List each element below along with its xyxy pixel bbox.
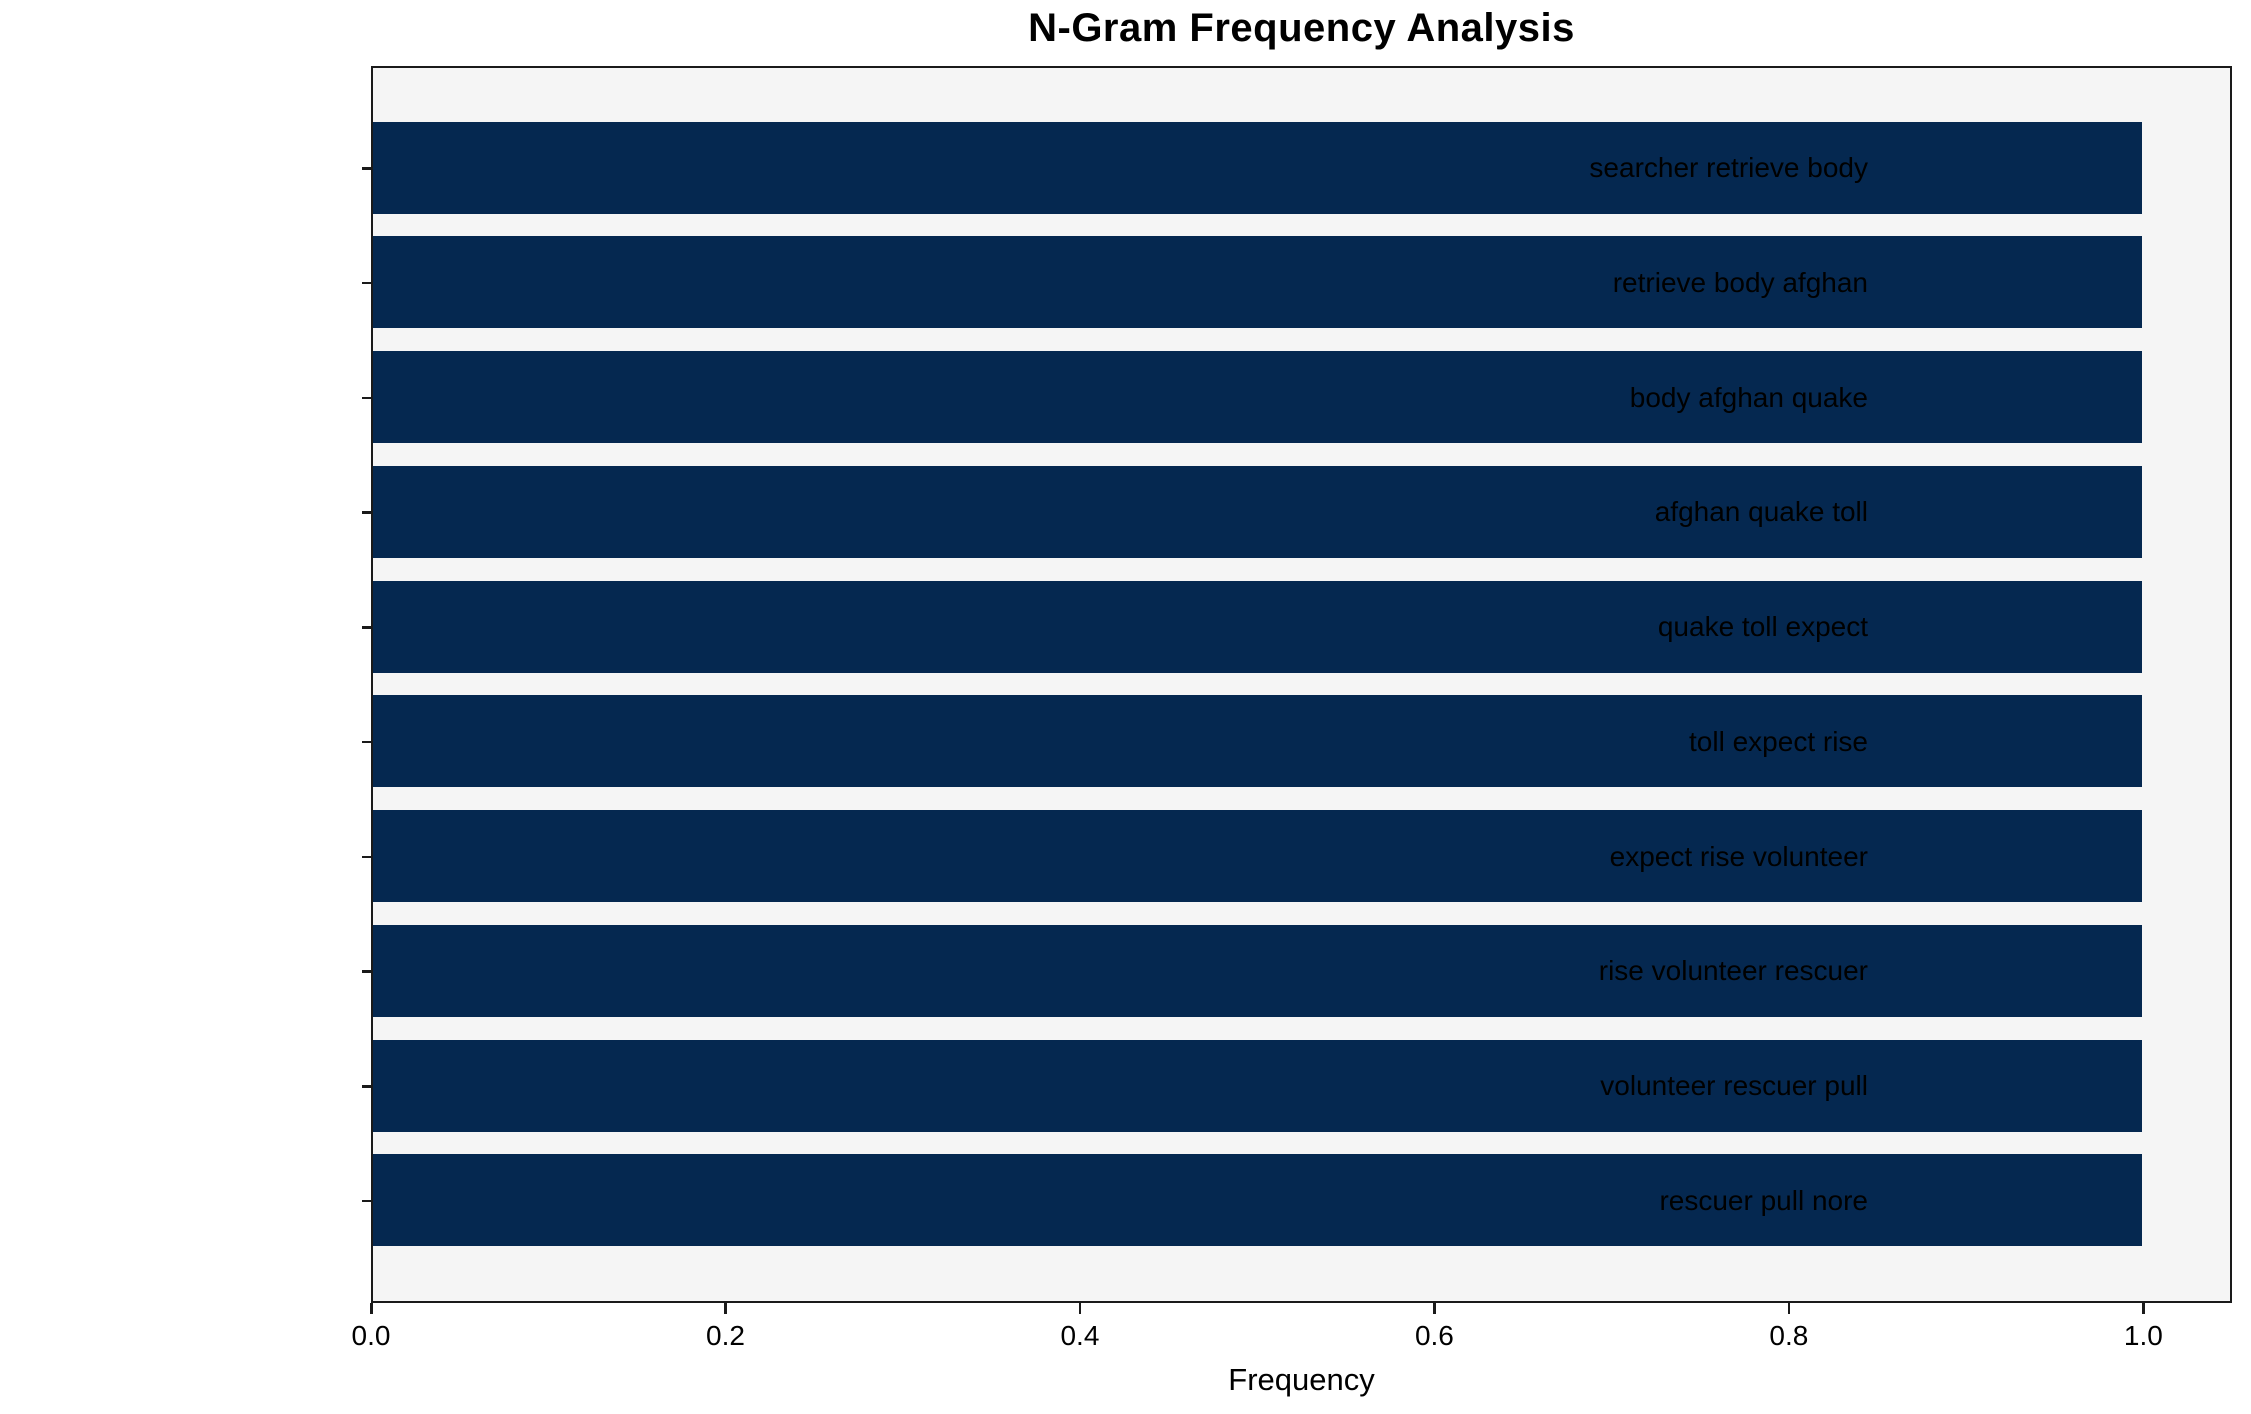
bar <box>373 924 2142 1017</box>
y-tick-label: retrieve body afghan <box>1612 266 1868 298</box>
x-tick-mark <box>1787 1303 1791 1314</box>
bar <box>373 810 2142 902</box>
y-tick-label: expect rise volunteer <box>1609 840 1868 872</box>
bar <box>373 121 2142 214</box>
chart-title: N-Gram Frequency Analysis <box>1028 6 1575 50</box>
bar <box>373 236 2142 329</box>
plot-area <box>371 66 2232 1303</box>
x-tick-mark <box>370 1303 373 1314</box>
bar <box>373 1154 2142 1247</box>
bar <box>373 465 2142 558</box>
x-tick-label: 0.6 <box>1414 1320 1454 1351</box>
x-tick-label: 0.2 <box>706 1320 745 1351</box>
y-tick-label: searcher retrieve body <box>1589 152 1868 183</box>
x-tick-mark <box>1433 1303 1436 1314</box>
bar <box>373 695 2142 788</box>
x-tick-mark <box>724 1303 727 1314</box>
x-tick-label: 0.4 <box>1060 1320 1100 1351</box>
y-tick-label: afghan quake toll <box>1654 496 1868 528</box>
y-tick-mark <box>362 1085 371 1088</box>
bar <box>373 580 2142 673</box>
x-tick-mark <box>2142 1303 2145 1314</box>
y-tick-mark <box>362 970 371 973</box>
y-tick-mark <box>362 396 371 399</box>
y-tick-label: body afghan quake <box>1629 381 1868 413</box>
y-tick-mark <box>362 511 371 514</box>
y-tick-mark <box>362 167 371 170</box>
bar <box>373 1039 2142 1132</box>
y-tick-mark <box>362 740 371 744</box>
y-tick-label: rescuer pull nore <box>1659 1184 1868 1216</box>
y-tick-mark <box>362 1199 371 1203</box>
y-tick-mark <box>362 626 371 629</box>
y-tick-mark <box>362 281 371 285</box>
y-tick-label: rise volunteer rescuer <box>1598 955 1868 987</box>
y-tick-mark <box>362 855 371 858</box>
x-tick-label: 0.0 <box>351 1320 391 1351</box>
x-tick-label: 1.0 <box>2123 1320 2163 1351</box>
y-tick-label: volunteer rescuer pull <box>1600 1070 1868 1101</box>
x-tick-label: 0.8 <box>1769 1320 1809 1351</box>
x-axis-title: Frequency <box>1228 1362 1375 1397</box>
y-tick-label: quake toll expect <box>1657 611 1868 642</box>
y-tick-label: toll expect rise <box>1689 725 1868 757</box>
bar <box>373 351 2142 443</box>
x-tick-mark <box>1078 1303 1082 1314</box>
